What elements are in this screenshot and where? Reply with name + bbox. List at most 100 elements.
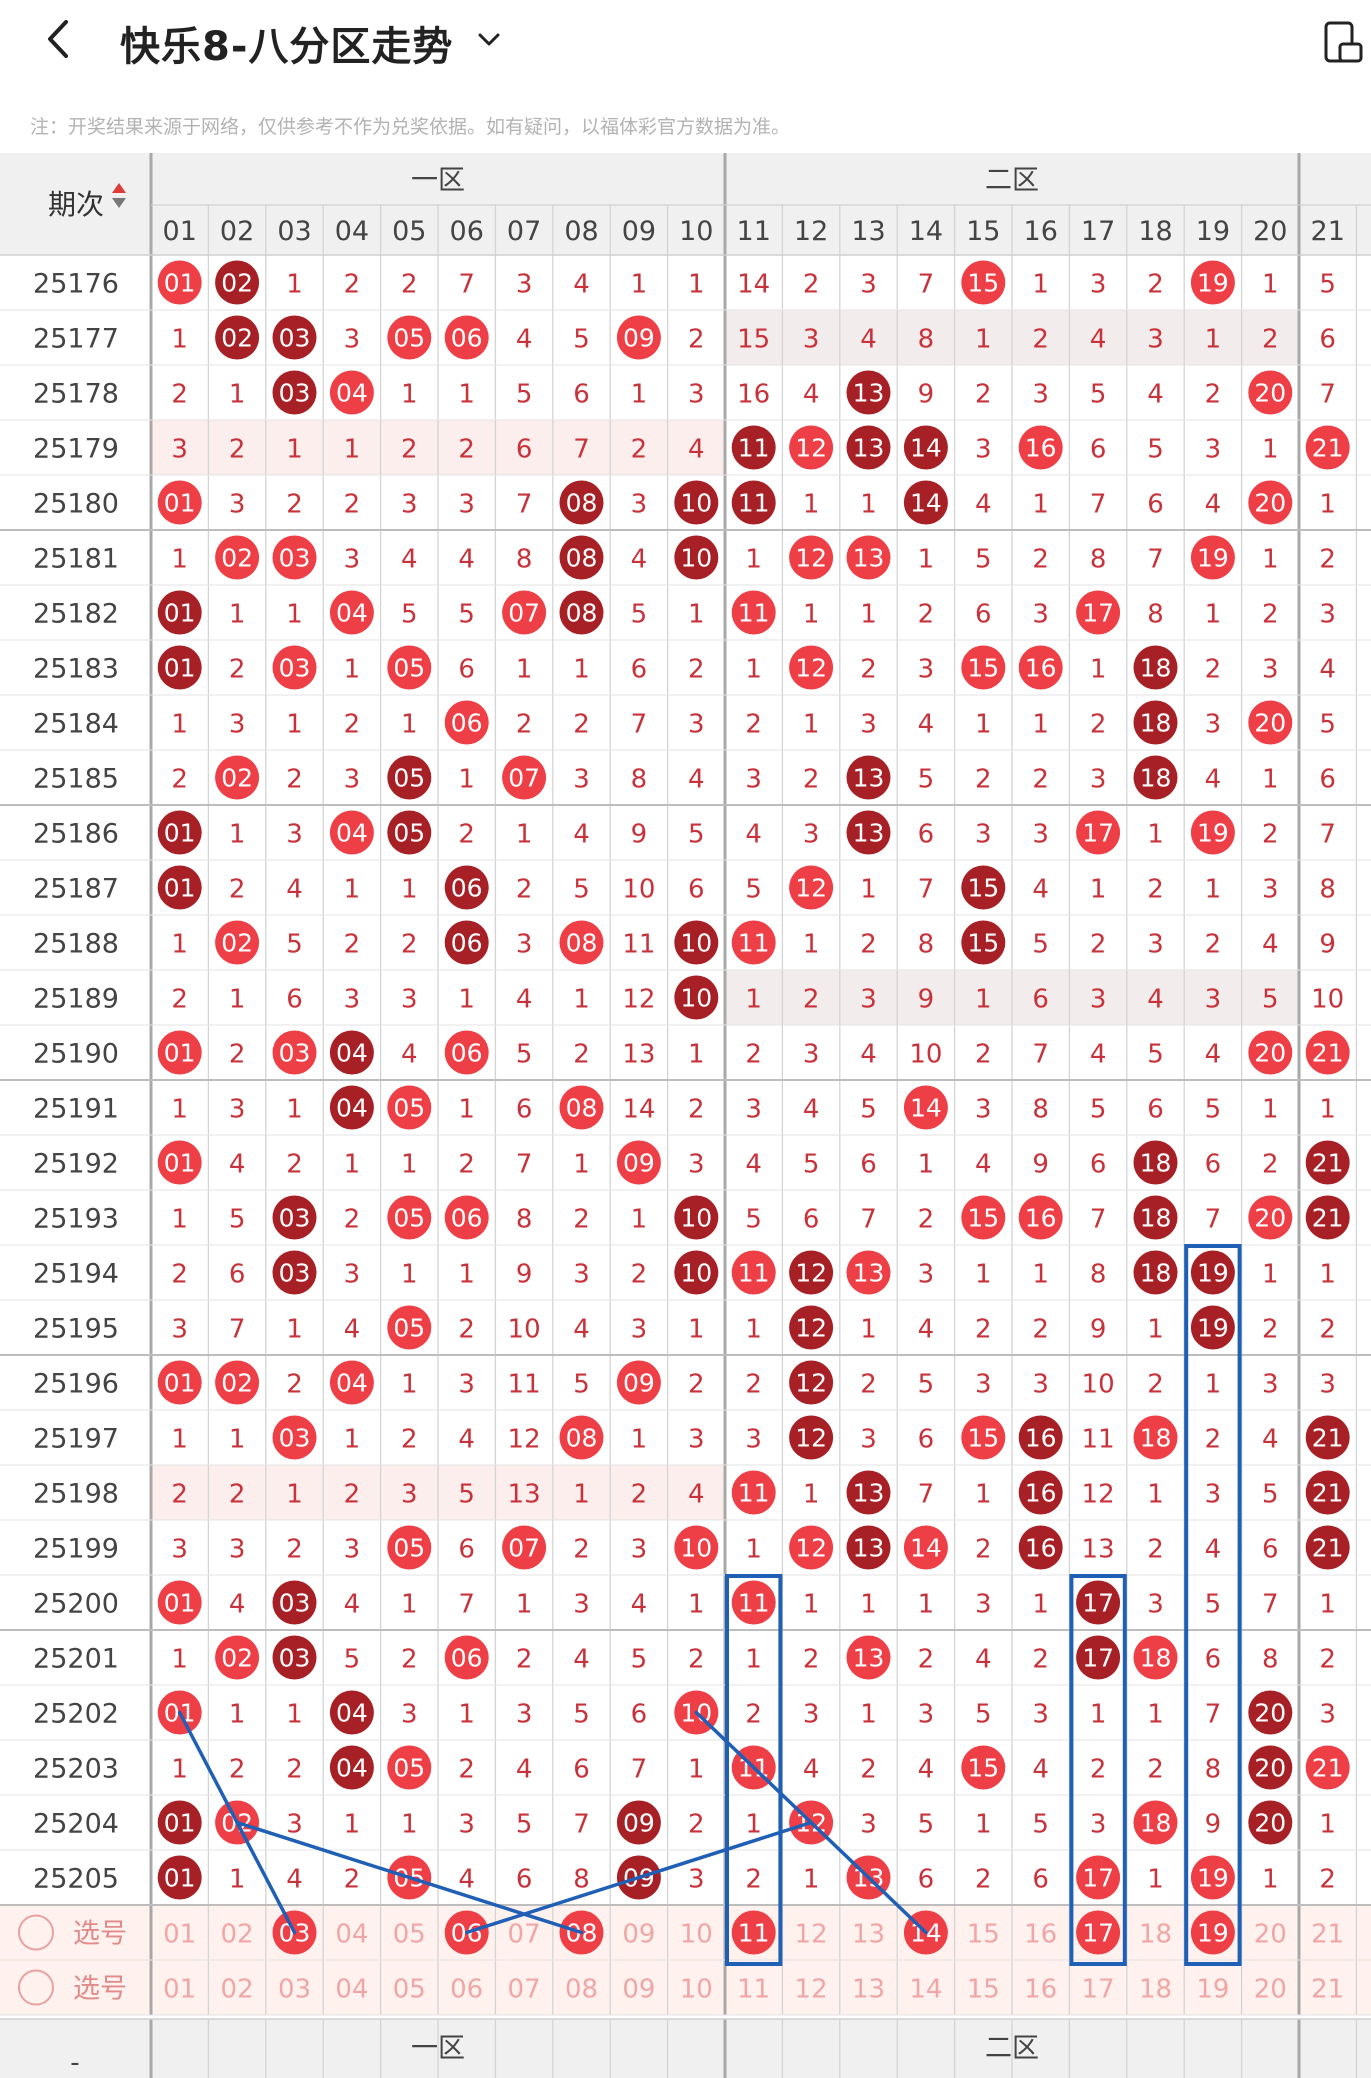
miss-count: 3 xyxy=(803,1040,820,1070)
drawn-number: 08 xyxy=(566,929,598,958)
select-number[interactable]: 21 xyxy=(1311,1920,1344,1950)
drawn-number-ball xyxy=(502,590,547,635)
select-number[interactable]: 02 xyxy=(221,1975,254,2005)
drawn-number: 11 xyxy=(738,489,770,518)
drawn-number: 07 xyxy=(508,1534,540,1563)
miss-count: 2 xyxy=(458,435,475,465)
miss-count: 1 xyxy=(286,600,303,630)
select-number[interactable]: 06 xyxy=(450,1975,483,2005)
select-number[interactable]: 02 xyxy=(221,1920,254,1950)
miss-count: 1 xyxy=(803,1590,820,1620)
drawn-number-ball xyxy=(1190,1250,1235,1295)
selected-number[interactable]: 19 xyxy=(1197,1919,1229,1948)
selected-number[interactable]: 11 xyxy=(738,1919,770,1948)
selected-number[interactable]: 17 xyxy=(1082,1919,1114,1948)
select-number[interactable]: 15 xyxy=(967,1975,1000,2005)
period-header[interactable]: 期次 xyxy=(48,188,104,221)
select-number[interactable]: 01 xyxy=(163,1975,196,2005)
back-arrow-icon[interactable] xyxy=(40,14,80,64)
miss-count: 2 xyxy=(860,1370,877,1400)
drawn-number: 02 xyxy=(221,929,253,958)
select-number[interactable]: 20 xyxy=(1254,1975,1287,2005)
select-number[interactable]: 10 xyxy=(680,1920,713,1950)
drawn-number: 01 xyxy=(164,1589,196,1618)
screen-rotate-icon[interactable] xyxy=(1320,20,1364,64)
selected-ball[interactable] xyxy=(731,1910,776,1955)
select-radio[interactable] xyxy=(18,1914,54,1951)
select-number[interactable]: 14 xyxy=(909,1975,942,2005)
select-number[interactable]: 15 xyxy=(967,1920,1000,1950)
select-number[interactable]: 18 xyxy=(1139,1975,1172,2005)
select-number[interactable]: 13 xyxy=(852,1920,885,1950)
select-number[interactable]: 09 xyxy=(622,1975,655,2005)
drawn-number: 03 xyxy=(279,1259,311,1288)
footer-placeholder: - xyxy=(70,2048,79,2078)
column-header: 20 xyxy=(1253,216,1287,247)
select-number[interactable]: 16 xyxy=(1024,1920,1057,1950)
miss-count: 7 xyxy=(516,490,533,520)
miss-count: 4 xyxy=(918,710,935,740)
select-number[interactable]: 18 xyxy=(1139,1920,1172,1950)
select-number[interactable]: 12 xyxy=(795,1920,828,1950)
selected-ball[interactable] xyxy=(1190,1910,1235,1955)
drawn-number: 04 xyxy=(336,1094,368,1123)
miss-count: 14 xyxy=(737,270,770,300)
drawn-number-ball xyxy=(157,865,202,910)
select-number[interactable]: 12 xyxy=(795,1975,828,2005)
miss-count: 1 xyxy=(1090,1700,1107,1730)
select-number[interactable]: 04 xyxy=(335,1975,368,2005)
zone-label-2: 二区 xyxy=(985,165,1039,196)
drawn-number: 03 xyxy=(279,1424,311,1453)
miss-count: 1 xyxy=(516,820,533,850)
drawn-number-ball xyxy=(1305,1195,1350,1240)
select-number[interactable]: 21 xyxy=(1311,1975,1344,2005)
select-number[interactable]: 19 xyxy=(1196,1975,1229,2005)
page-title[interactable]: 快乐8-八分区走势 xyxy=(120,24,454,70)
miss-count: 1 xyxy=(171,1205,188,1235)
drawn-number-ball xyxy=(444,920,489,965)
sort-up-icon[interactable] xyxy=(112,183,126,193)
miss-count: 4 xyxy=(631,545,648,575)
selected-ball[interactable] xyxy=(1076,1910,1121,1955)
miss-count: 7 xyxy=(918,270,935,300)
drawn-number-ball xyxy=(846,1250,891,1295)
select-number[interactable]: 13 xyxy=(852,1975,885,2005)
drawn-number: 06 xyxy=(451,709,483,738)
drawn-number: 12 xyxy=(795,1314,827,1343)
select-number[interactable]: 07 xyxy=(508,1975,541,2005)
select-radio[interactable] xyxy=(18,1969,54,2006)
miss-count: 6 xyxy=(229,1260,246,1290)
select-number[interactable]: 20 xyxy=(1254,1920,1287,1950)
select-number[interactable]: 03 xyxy=(278,1975,311,2005)
miss-count: 2 xyxy=(286,490,303,520)
select-number[interactable]: 10 xyxy=(680,1975,713,2005)
select-number[interactable]: 07 xyxy=(508,1920,541,1950)
period-cell: 25181 xyxy=(33,544,119,575)
chevron-down-icon[interactable] xyxy=(472,26,506,52)
select-number[interactable]: 05 xyxy=(393,1920,426,1950)
miss-count: 2 xyxy=(516,875,533,905)
sort-down-icon[interactable] xyxy=(112,198,126,208)
miss-count: 5 xyxy=(1319,270,1336,300)
drawn-number-ball xyxy=(616,1360,661,1405)
select-number[interactable]: 16 xyxy=(1024,1975,1057,2005)
drawn-number: 05 xyxy=(393,819,425,848)
miss-count: 2 xyxy=(171,1260,188,1290)
select-number[interactable]: 04 xyxy=(335,1920,368,1950)
miss-count: 1 xyxy=(745,1810,762,1840)
select-number[interactable]: 05 xyxy=(393,1975,426,2005)
miss-count: 7 xyxy=(918,875,935,905)
drawn-number-ball xyxy=(674,535,719,580)
miss-count: 3 xyxy=(229,1535,246,1565)
miss-count: 1 xyxy=(803,930,820,960)
period-cell: 25200 xyxy=(33,1589,119,1620)
select-number[interactable]: 11 xyxy=(737,1975,770,2005)
miss-count: 1 xyxy=(573,1480,590,1510)
select-number[interactable]: 01 xyxy=(163,1920,196,1950)
select-number[interactable]: 09 xyxy=(622,1920,655,1950)
select-number[interactable]: 08 xyxy=(565,1975,598,2005)
miss-count: 5 xyxy=(344,1645,361,1675)
select-number[interactable]: 17 xyxy=(1082,1975,1115,2005)
miss-count: 4 xyxy=(803,1755,820,1785)
